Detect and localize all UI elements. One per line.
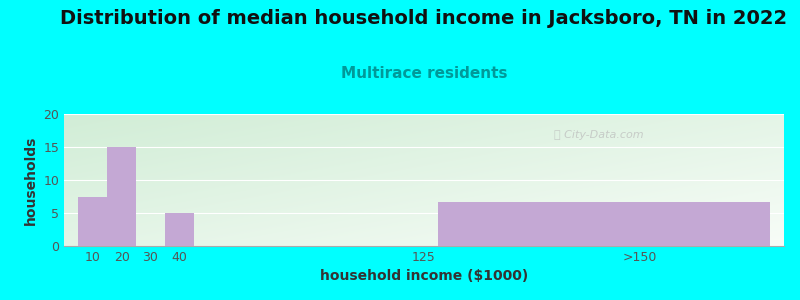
Text: Multirace residents: Multirace residents xyxy=(341,66,507,81)
Text: Ⓜ City-Data.com: Ⓜ City-Data.com xyxy=(554,130,643,140)
Bar xyxy=(438,202,770,246)
Bar xyxy=(78,196,107,246)
Bar xyxy=(165,213,194,246)
Y-axis label: households: households xyxy=(24,135,38,225)
X-axis label: household income ($1000): household income ($1000) xyxy=(320,269,528,284)
Bar xyxy=(107,147,136,246)
Text: Distribution of median household income in Jacksboro, TN in 2022: Distribution of median household income … xyxy=(61,9,787,28)
